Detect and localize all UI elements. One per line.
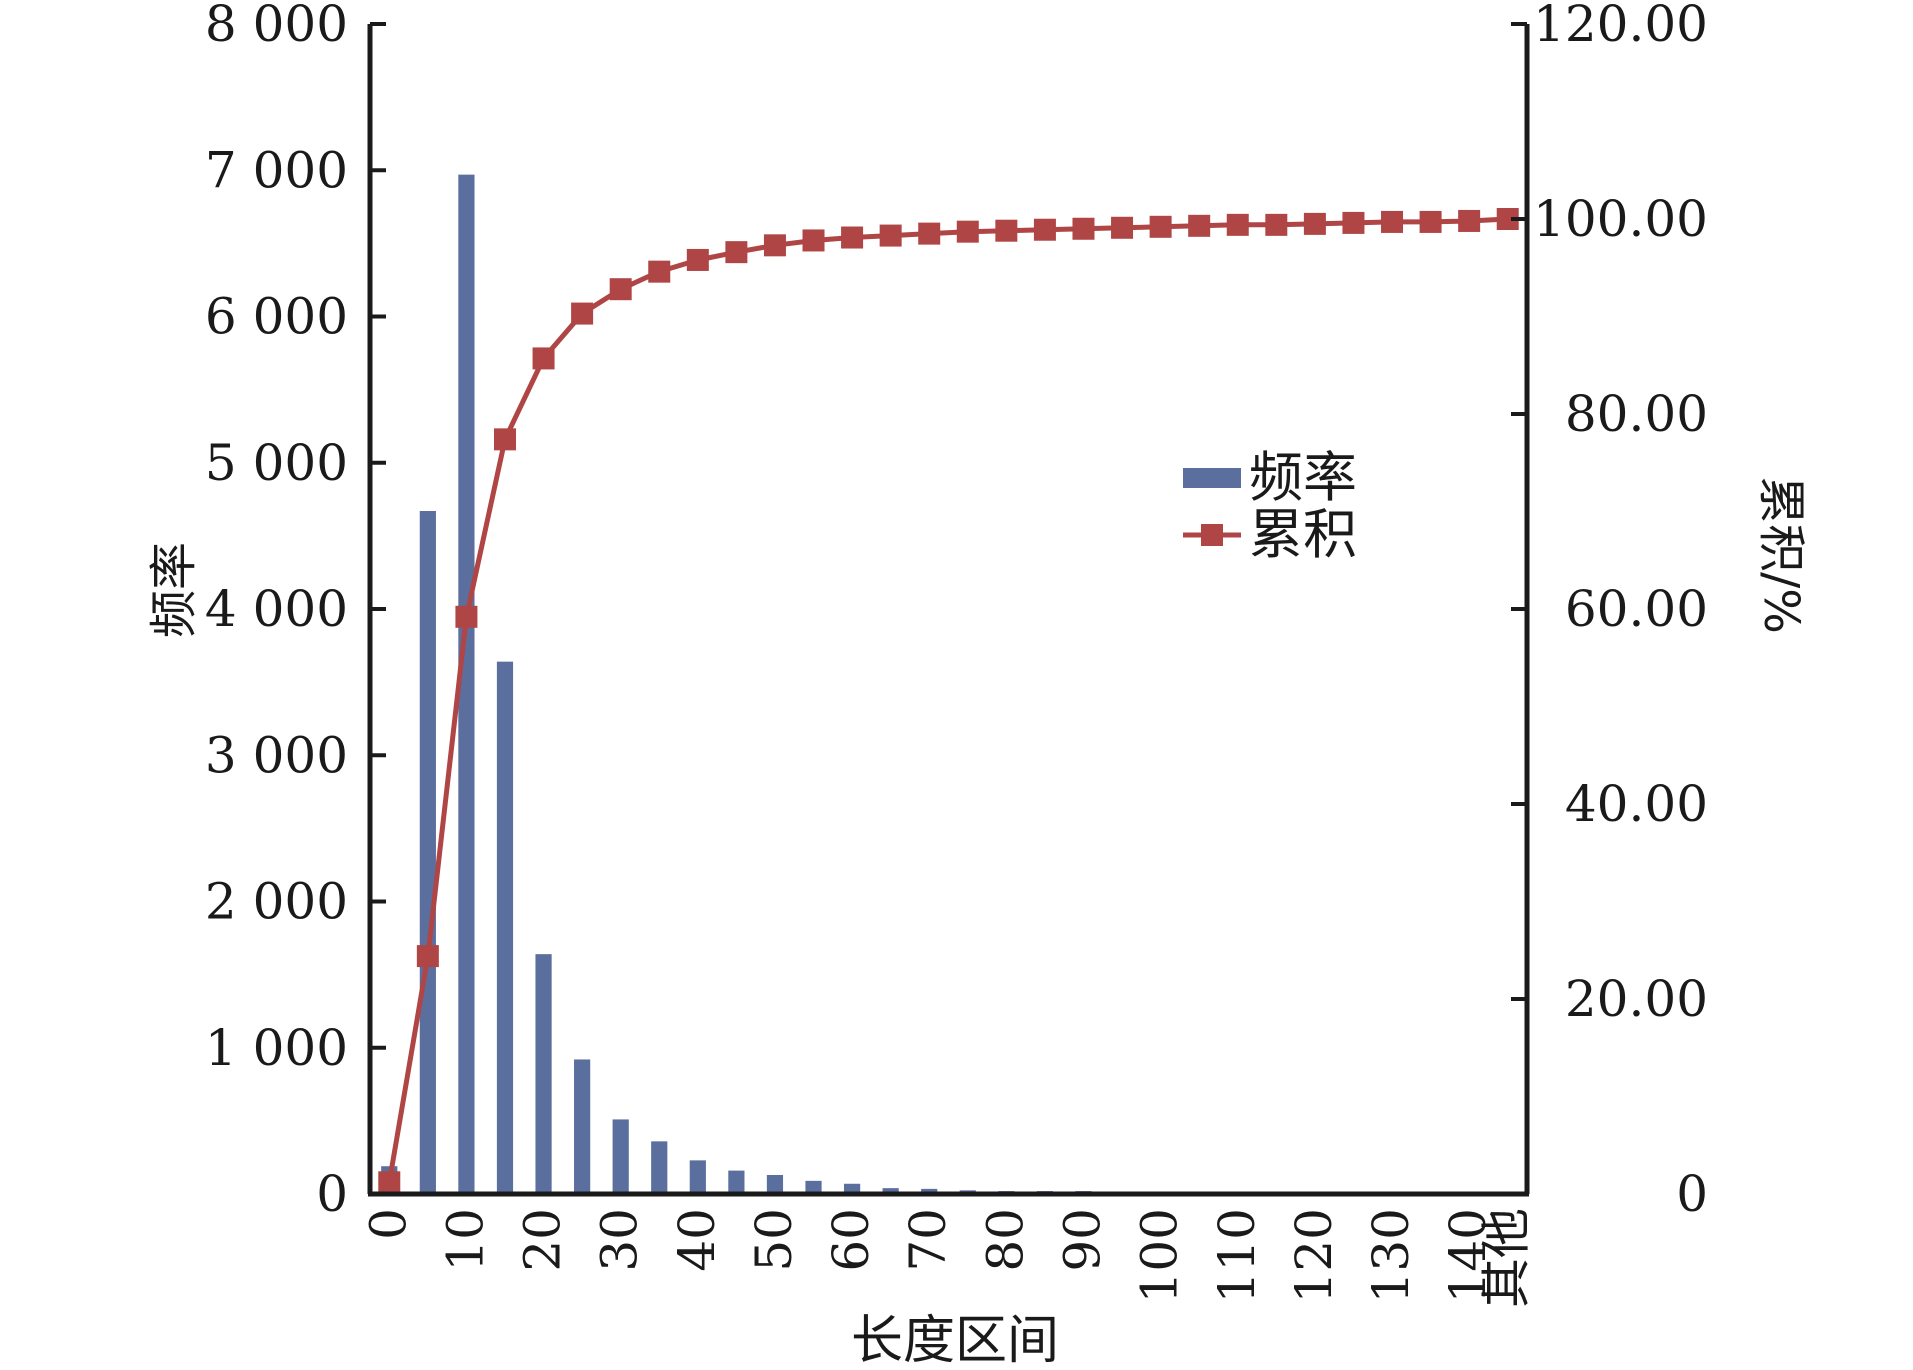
y-axis-right-title: 累积/%: [1753, 476, 1809, 634]
bar-11: [805, 1180, 822, 1194]
cumulative-point-27: [1419, 210, 1442, 233]
legend-label-cumulative: 累积: [1249, 503, 1357, 566]
bar-3: [496, 661, 514, 1194]
x-tick-label-5: 50: [745, 1208, 803, 1272]
x-tick-label-8: 80: [976, 1208, 1034, 1272]
x-tick-label-1: 10: [436, 1208, 494, 1272]
x-tick-label-0: 0: [359, 1208, 417, 1240]
cumulative-point-8: [686, 248, 709, 271]
x-tick-label-4: 40: [668, 1208, 726, 1272]
bar-2: [458, 174, 475, 1194]
bar-12: [843, 1183, 861, 1194]
cumulative-point-20: [1149, 215, 1172, 238]
bar-10: [766, 1174, 784, 1194]
axes: 0 1 000 2 000 3 000 4 000 5 000 6 000 7 000 8 00…: [205, 0, 1708, 1308]
x-tick-label-15: 其他: [1478, 1208, 1536, 1308]
cumulative-point-4: [532, 347, 555, 370]
legend-swatch-bar: [1183, 468, 1241, 488]
y-left-tick-label-0: 0: [316, 1165, 348, 1223]
x-tick-label-6: 60: [822, 1208, 880, 1272]
cumulative-point-29: [1496, 208, 1519, 230]
cumulative-point-9: [725, 241, 748, 264]
y-right-tick-label-2: 40.00: [1565, 775, 1708, 833]
bar-5: [574, 1059, 591, 1194]
y-axis-left-title: 频率: [146, 542, 202, 638]
cumulative-point-23: [1265, 213, 1288, 236]
cumulative-point-25: [1342, 211, 1365, 234]
y-left-tick-label-2: 2 000: [205, 873, 348, 931]
cumulative-point-24: [1303, 212, 1326, 235]
bar-4: [535, 954, 552, 1194]
x-tick-label-14: 140: [1439, 1208, 1497, 1303]
cumulative-point-15: [956, 220, 979, 243]
y-left-tick-label-6: 6 000: [205, 288, 348, 346]
x-tick-label-10: 100: [1131, 1208, 1189, 1303]
bar-9: [728, 1170, 745, 1194]
cumulative-point-6: [609, 278, 632, 301]
cumulative-line: [386, 216, 1508, 1183]
cumulative-point-22: [1226, 213, 1249, 236]
bar-1: [419, 511, 436, 1194]
x-axis-title: 长度区间: [851, 1311, 1059, 1370]
cumulative-point-26: [1381, 210, 1404, 233]
legend-label-frequency: 频率: [1249, 446, 1357, 509]
cumulative-point-16: [995, 219, 1018, 242]
x-tick-label-13: 130: [1362, 1208, 1420, 1303]
cumulative-point-13: [879, 224, 902, 247]
cumulative-point-2: [455, 605, 478, 628]
cumulative-point-11: [802, 229, 825, 252]
y-right-tick-label-0: 0: [1676, 1165, 1708, 1223]
cumulative-point-7: [648, 260, 671, 283]
bar-7: [651, 1141, 668, 1194]
y-left-tick-label-1: 1 000: [205, 1019, 348, 1077]
y-left-tick-label-3: 3 000: [205, 726, 348, 784]
y-left-tick-label-8: 8 000: [205, 0, 348, 53]
cumulative-point-10: [763, 234, 786, 257]
cumulative-point-0: [378, 1171, 401, 1194]
x-tick-label-2: 20: [514, 1208, 572, 1272]
y-right-tick-label-1: 20.00: [1565, 970, 1708, 1028]
cumulative-point-17: [1033, 218, 1056, 241]
y-left-tick-label-4: 4 000: [205, 580, 348, 638]
y-right-tick-label-5: 100.00: [1533, 190, 1708, 248]
x-tick-label-3: 30: [591, 1208, 649, 1272]
x-tick-label-9: 90: [1053, 1208, 1111, 1272]
frequency-bars: [381, 174, 1516, 1194]
cumulative-line-layer: [378, 208, 1519, 1194]
cumulative-point-19: [1111, 216, 1134, 239]
cumulative-point-1: [416, 945, 439, 968]
legend-swatch-marker: [1201, 524, 1223, 546]
bar-14: [921, 1188, 938, 1194]
cumulative-point-5: [571, 302, 594, 325]
x-tick-label-12: 120: [1285, 1208, 1343, 1303]
y-right-tick-label-4: 80.00: [1565, 385, 1708, 443]
cumulative-point-3: [493, 428, 516, 451]
y-left-tick-label-7: 7 000: [205, 141, 348, 199]
bar-8: [689, 1160, 706, 1194]
bar-6: [612, 1119, 629, 1194]
cumulative-point-18: [1072, 217, 1095, 240]
x-tick-label-11: 110: [1208, 1208, 1266, 1303]
y-right-tick-label-3: 60.00: [1565, 580, 1708, 638]
y-left-tick-label-5: 5 000: [205, 434, 348, 492]
x-tick-label-7: 70: [899, 1208, 957, 1272]
cumulative-point-12: [841, 226, 864, 249]
cumulative-point-21: [1188, 214, 1211, 237]
cumulative-point-14: [918, 222, 941, 245]
y-right-tick-label-6: 120.00: [1533, 0, 1708, 53]
bar-13: [882, 1188, 899, 1194]
cumulative-point-28: [1458, 209, 1481, 232]
